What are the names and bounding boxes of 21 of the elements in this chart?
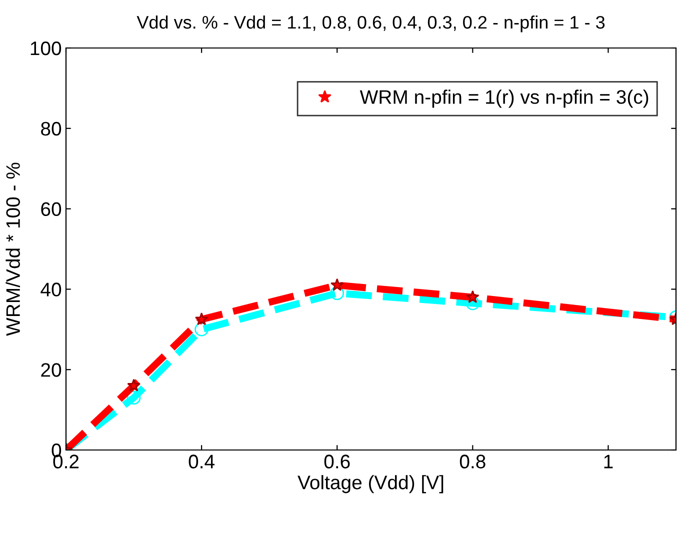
point [127,378,140,392]
point [330,278,344,291]
y-tick-label: 20 [41,363,62,377]
legend-label: WRM n-pfin = 1(r) vs n-pfin = 3(c) [360,90,648,108]
x-tick-label: 1 [604,454,613,468]
y-tick-label: 60 [41,202,62,216]
point [466,290,480,303]
x-tick-label: 0.6 [324,454,350,468]
point [194,322,208,336]
chart-title: Vdd vs. % - Vdd = 1.1, 0.8, 0.6, 0.4, 0.3, 0.2 - n-pfin = 1 - 3 [136,15,605,32]
point [466,296,480,310]
y-tick-label: 100 [30,41,62,56]
x-tick-label: 0.8 [460,454,486,468]
point [194,312,208,326]
x-tick-label: 0.4 [188,454,215,468]
y-tick-label: 80 [41,122,62,136]
y-tick-label: 40 [40,282,62,296]
point [330,286,344,300]
x-axis-title: Voltage (Vdd) [V] [298,475,444,494]
point [126,390,141,405]
y-axis-title: WRM/Vdd * 100 - % [6,162,20,336]
